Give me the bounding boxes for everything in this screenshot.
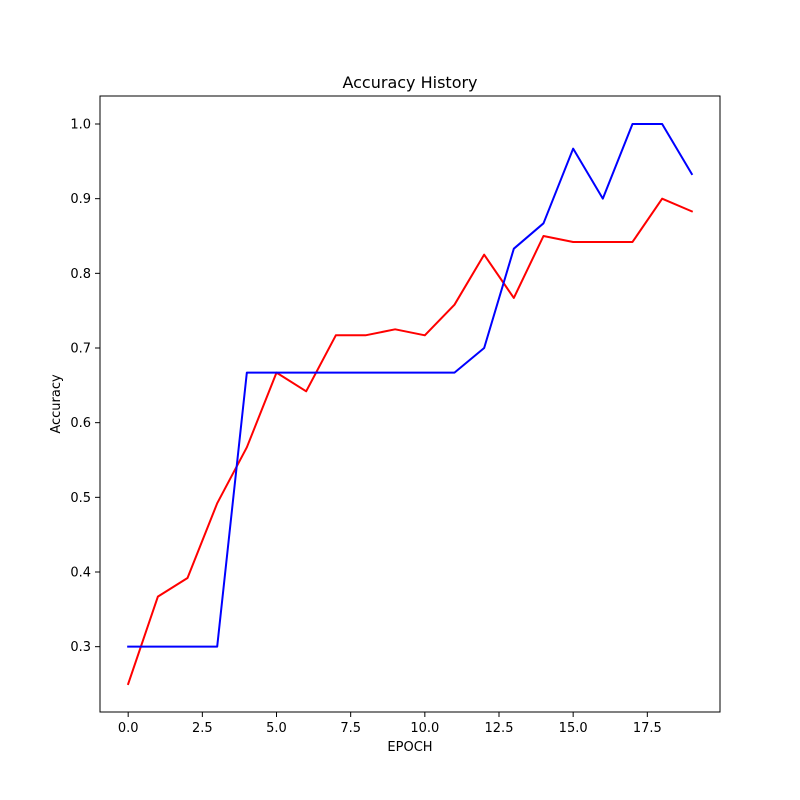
series-layer — [126, 123, 694, 686]
x-tick-label: 7.5 — [340, 721, 361, 736]
y-tick-label: 0.6 — [70, 416, 91, 431]
y-tick-label: 0.7 — [70, 342, 91, 357]
x-tick-label: 10.0 — [410, 721, 439, 736]
x-axis-label: EPOCH — [387, 740, 432, 755]
y-tick-label: 0.8 — [70, 267, 91, 282]
x-tick-label: 2.5 — [192, 721, 213, 736]
y-tick-label: 0.5 — [70, 491, 91, 506]
chart-title: Accuracy History — [342, 73, 477, 92]
x-tick-label: 17.5 — [633, 721, 662, 736]
series-line-2 — [127, 123, 694, 648]
plot-area-frame — [99, 95, 721, 713]
y-tick-label: 1.0 — [70, 118, 91, 133]
y-axis-label: Accuracy — [49, 374, 64, 434]
y-tick-label: 0.3 — [70, 640, 91, 655]
y-tick-label: 0.4 — [70, 566, 91, 581]
x-tick-label: 5.0 — [266, 721, 287, 736]
y-tick-label: 0.9 — [70, 192, 91, 207]
x-tick-label: 12.5 — [485, 721, 514, 736]
x-tick-label: 15.0 — [559, 721, 588, 736]
x-tick-label: 0.0 — [118, 721, 139, 736]
series-line-1 — [126, 197, 694, 686]
x-axis-ticks: 0.0 2.5 5.0 7.5 10.0 12.5 15.0 17.5 — [118, 712, 662, 736]
y-axis-ticks: 0.3 0.4 0.5 0.6 0.7 0.8 0.9 1.0 — [70, 118, 100, 655]
